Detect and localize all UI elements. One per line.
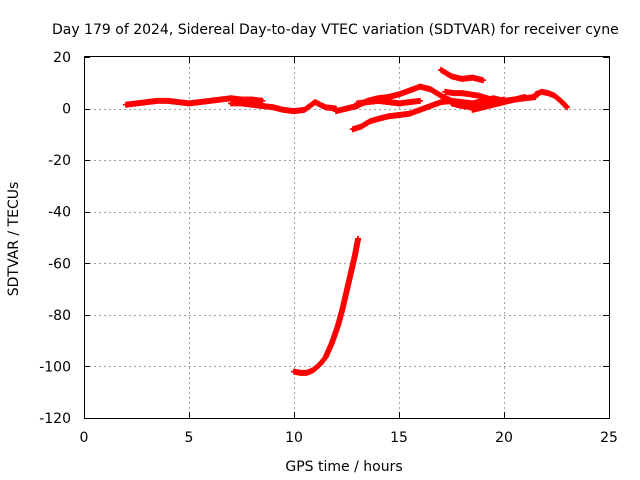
x-tick-label: 15 — [390, 430, 408, 446]
x-tick-label: 20 — [495, 430, 513, 446]
x-tick-label: 0 — [80, 430, 89, 446]
data-point — [355, 235, 362, 242]
plot-frame — [84, 56, 610, 419]
y-tick-label: 20 — [53, 50, 71, 66]
y-tick-label: -100 — [39, 359, 71, 375]
y-tick-label: -20 — [48, 153, 71, 169]
chart-title: Day 179 of 2024, Sidereal Day-to-day VTE… — [52, 22, 619, 38]
data-point — [417, 97, 423, 104]
x-tick-label: 5 — [185, 430, 194, 446]
data-point — [522, 93, 528, 100]
data-point — [259, 97, 266, 104]
data-point — [564, 104, 570, 111]
data-points — [123, 66, 570, 376]
y-tick-label: -40 — [48, 205, 71, 221]
x-axis-label: GPS time / hours — [285, 459, 402, 475]
y-tick-label: -120 — [39, 411, 71, 427]
y-axis-label: SDTVAR / TECUs — [6, 182, 22, 297]
data-point — [563, 103, 570, 110]
y-tick-label: -80 — [48, 308, 71, 324]
x-tick-label: 25 — [600, 430, 618, 446]
data-point — [480, 77, 486, 84]
x-tick-label: 10 — [285, 430, 303, 446]
ticks: 0 5 10 15 20 25 -120 -100 -80 -60 -40 -20 0 20 — [39, 50, 618, 446]
y-tick-label: -60 — [48, 256, 71, 272]
y-tick-label: 0 — [62, 102, 71, 118]
